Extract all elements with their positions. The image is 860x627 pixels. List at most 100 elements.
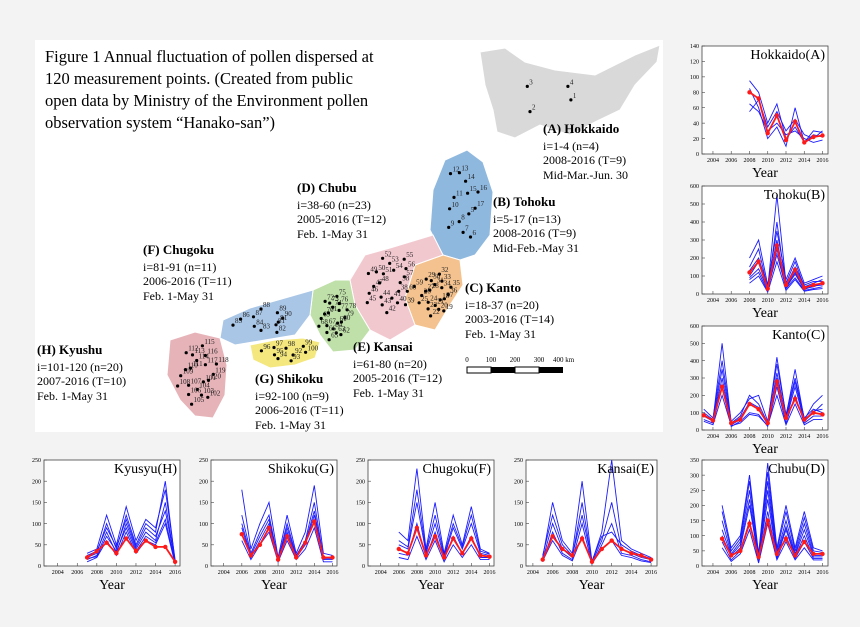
mean-point	[747, 270, 752, 275]
measurement-point-label: 60	[409, 283, 417, 291]
mean-point	[738, 548, 743, 554]
measurement-point-label: 43	[384, 297, 392, 305]
measurement-point	[365, 301, 369, 305]
mean-point	[405, 551, 411, 556]
measurement-point-label: 54	[396, 262, 404, 270]
scale-label-100: 100	[486, 356, 497, 364]
measurement-point	[569, 98, 573, 102]
x-tick-label: 2014	[798, 298, 810, 304]
measurement-point-label: 3	[529, 78, 533, 86]
x-tick-label: 2012	[780, 298, 792, 304]
mean-point	[114, 551, 119, 556]
measurement-point-label: 61	[340, 315, 348, 323]
mean-point	[783, 282, 789, 288]
measurement-point	[438, 298, 442, 302]
measurement-point	[339, 320, 343, 324]
mean-point	[478, 553, 483, 558]
mean-point	[172, 559, 178, 564]
chart-kyushu: 0 50 100 150 200 250 2004 2006 2008 2010 2012 2014 2…	[32, 458, 181, 592]
measurement-point-label: 90	[285, 310, 293, 318]
measurement-point	[184, 351, 188, 355]
measurement-point-label: 101	[205, 374, 216, 382]
x-tick-label: 2012	[606, 570, 618, 576]
measurement-point-label: 114	[199, 353, 210, 361]
mean-point	[811, 410, 816, 415]
chart-title: Chugoku(F)	[423, 462, 492, 477]
measurement-point-label: 100	[308, 344, 319, 352]
measurement-point	[272, 353, 277, 357]
measurement-point-label: 76	[341, 296, 349, 304]
measurement-point-label: 28	[432, 282, 440, 290]
mean-point	[321, 555, 326, 560]
measurement-point	[420, 293, 424, 298]
measurement-point	[367, 291, 371, 295]
measurement-point	[446, 292, 450, 297]
mean-point	[469, 536, 474, 541]
measurement-point-label: 2	[532, 104, 536, 112]
mean-point	[792, 267, 798, 272]
measurement-point-label: 73	[332, 295, 340, 303]
chart-title: Shikoku(G)	[268, 462, 334, 477]
svg-text:Feb. 1-May 31: Feb. 1-May 31	[353, 386, 424, 400]
mean-point	[729, 553, 734, 558]
measurement-point-label: 96	[263, 343, 271, 351]
x-axis-label: Year	[579, 578, 605, 592]
series-line	[241, 502, 333, 560]
measurement-point	[381, 272, 385, 276]
x-tick-label: 2006	[393, 570, 405, 576]
measurement-point-label: 106	[191, 387, 202, 395]
chart-chubu: 0 50 100 150 200 250 300 350 2004 2006 2008 2010 201…	[690, 458, 829, 592]
measurement-point	[259, 349, 263, 353]
mean-point	[303, 540, 308, 545]
measurement-point	[206, 378, 211, 382]
measurement-point	[392, 268, 396, 272]
measurement-point-label: 33	[444, 273, 452, 281]
x-tick-label: 2010	[762, 158, 774, 164]
measurement-point	[395, 301, 400, 305]
measurement-point-label: 55	[406, 251, 414, 259]
measurement-point	[374, 270, 378, 274]
series-line	[721, 490, 823, 559]
measurement-point-label: 107	[191, 377, 202, 385]
mean-point	[774, 551, 780, 557]
series-line	[398, 535, 490, 563]
series-line	[721, 481, 823, 557]
mean-point	[802, 140, 807, 145]
mean-point	[756, 407, 761, 412]
svg-text:2007-2016 (T=10): 2007-2016 (T=10)	[37, 374, 126, 388]
measurement-point-label: 67	[329, 318, 337, 326]
mean-point	[540, 557, 545, 562]
x-tick-label: 2004	[52, 570, 64, 576]
measurement-point	[426, 300, 430, 304]
y-tick-label: 50	[693, 549, 699, 555]
svg-text:i=18-37 (n=20): i=18-37 (n=20)	[465, 298, 539, 312]
x-tick-label: 2014	[150, 570, 162, 576]
measurement-point-label: 88	[263, 301, 271, 309]
measurement-point-label: 13	[461, 165, 469, 173]
chart-tohoku: 0 100 200 300 400 500 600 2004 2006 2008 2010 2012 2…	[690, 184, 829, 320]
measurement-point	[440, 286, 444, 290]
series-line	[542, 459, 652, 562]
measurement-point	[437, 307, 441, 311]
mean-point	[756, 554, 761, 560]
measurement-point-label: 99	[305, 338, 313, 346]
measurement-point-label: 104	[199, 382, 210, 390]
mean-point	[589, 559, 595, 564]
x-tick-label: 2008	[743, 158, 755, 164]
y-tick-label: 200	[199, 479, 208, 485]
measurement-point-label: 19	[446, 303, 454, 311]
measurement-point-label: 38	[401, 283, 409, 291]
figure-caption-line-3: open data by Ministry of the Environment…	[45, 91, 368, 110]
measurement-point-label: 115	[204, 338, 215, 346]
x-tick-label: 2014	[798, 158, 810, 164]
measurement-point-label: 65	[331, 332, 339, 340]
measurement-point	[206, 395, 210, 399]
x-tick-label: 2014	[308, 570, 320, 576]
measurement-point-label: 103	[204, 387, 215, 395]
mean-point	[756, 96, 761, 101]
x-tick-label: 2008	[566, 570, 578, 576]
measurement-point	[325, 330, 329, 335]
measurement-point	[433, 283, 437, 287]
svg-text:(C) Kanto: (C) Kanto	[465, 280, 521, 295]
measurement-point-label: 58	[402, 275, 410, 283]
